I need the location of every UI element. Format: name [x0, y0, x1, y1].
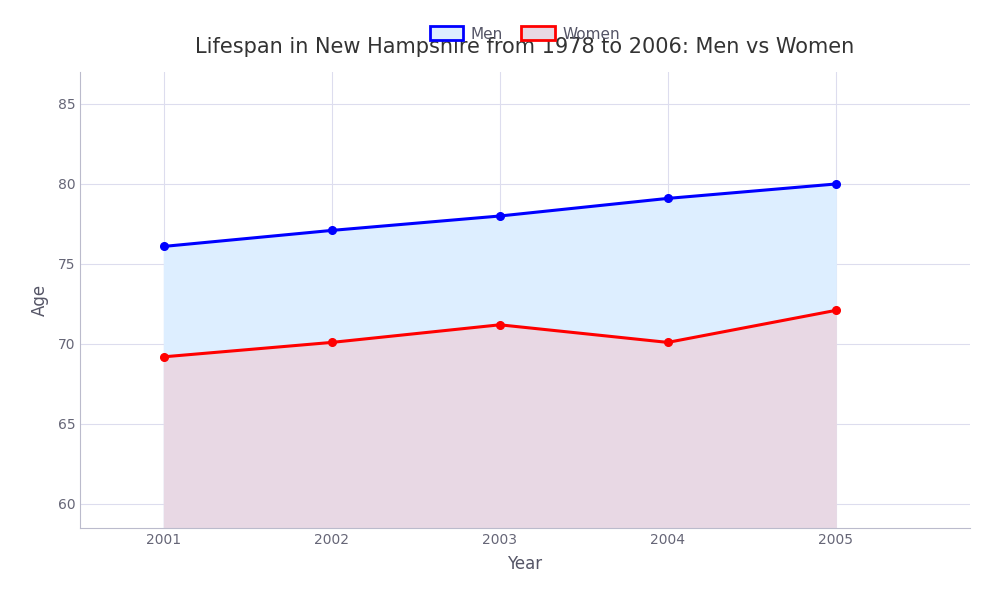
Title: Lifespan in New Hampshire from 1978 to 2006: Men vs Women: Lifespan in New Hampshire from 1978 to 2… — [195, 37, 855, 56]
Y-axis label: Age: Age — [31, 284, 49, 316]
X-axis label: Year: Year — [507, 555, 543, 573]
Legend: Men, Women: Men, Women — [424, 20, 626, 47]
